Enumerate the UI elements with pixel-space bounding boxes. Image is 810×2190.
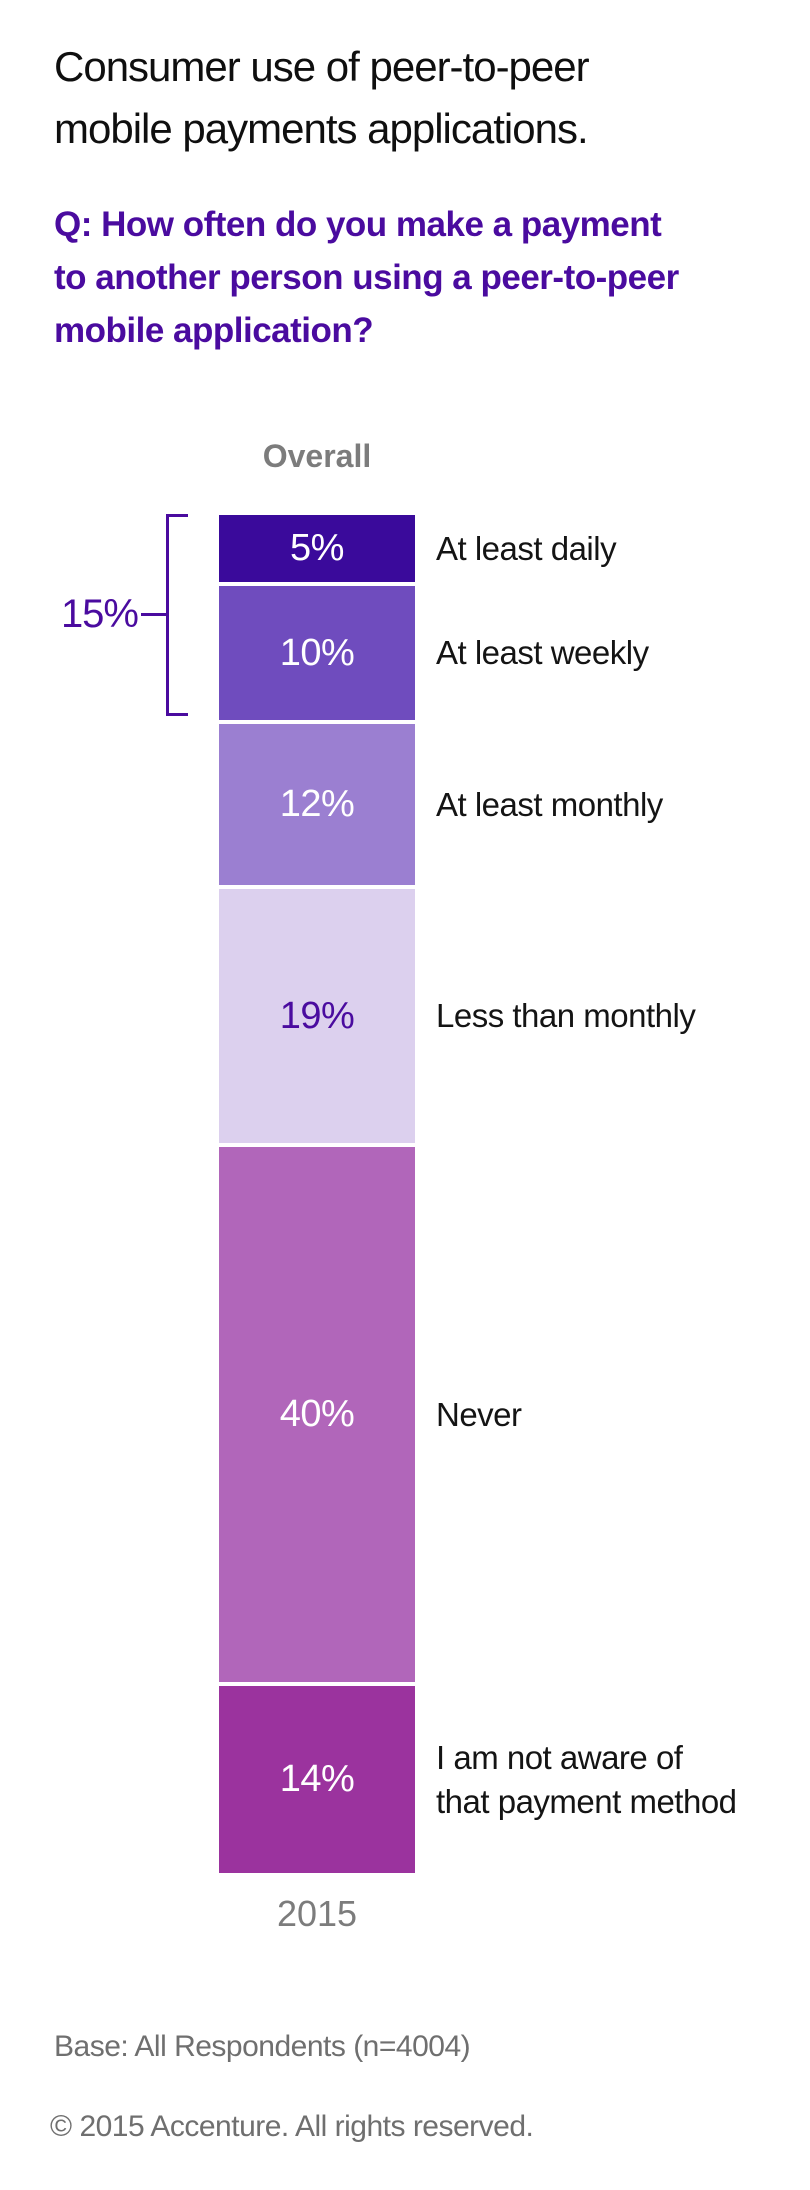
segment-label-6: I am not aware of that payment method [436,1738,737,1820]
bar-segment-5: 40% [219,1147,415,1682]
segment-value: 19% [279,994,355,1037]
segment-value: 40% [279,1393,355,1435]
survey-question: Q: How often do you make a payment to an… [54,205,679,350]
segment-value: 10% [279,631,355,674]
bracket-dash [141,613,168,616]
column-header-overall: Overall [262,438,372,474]
stacked-bar: 5% 10% 12% 19% 40% 14% [219,515,415,1873]
bar-segment-1: 5% [219,515,415,582]
segment-value: 12% [279,783,355,825]
bracket-15-percent [166,514,188,716]
bracket-label: 15% [60,592,139,636]
segment-label-4: Less than monthly [436,997,696,1034]
segment-value: 14% [279,1758,355,1800]
bar-segment-4: 19% [219,889,415,1143]
segment-label-1: At least daily [436,529,617,567]
x-axis-tick-2015: 2015 [276,1893,358,1934]
segment-label-5: Never [436,1395,522,1433]
base-note: Base: All Respondents (n=4004) [54,2030,471,2063]
segment-value: 5% [290,527,344,569]
page-title: Consumer use of peer-to-peer mobile paym… [54,43,590,152]
copyright-note: © 2015 Accenture. All rights reserved. [50,2110,534,2143]
bar-segment-3: 12% [219,724,415,885]
bar-segment-2: 10% [219,586,415,720]
segment-label-2: At least weekly [436,634,649,671]
segment-label-3: At least monthly [436,785,663,823]
bar-segment-6: 14% [219,1686,415,1873]
